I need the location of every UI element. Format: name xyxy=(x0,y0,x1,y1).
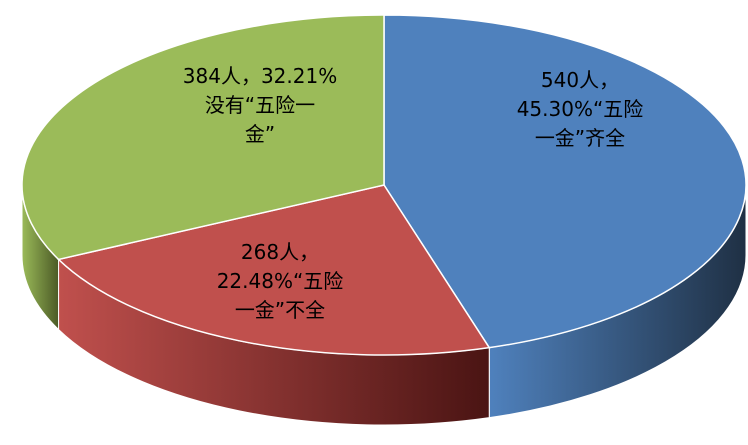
slice-label-meiyou-line-2: 没有“五险一 xyxy=(204,93,316,117)
slice-label-buquan-line-2: 22.48%“五险 xyxy=(216,269,344,293)
slice-label-buquan-line-3: 一金”不全 xyxy=(234,298,326,322)
slice-label-buquan-line-1: 268人， xyxy=(240,240,320,264)
slice-label-meiyou: 384人，32.21% 没有“五险一 金” xyxy=(170,62,350,149)
slice-label-meiyou-line-1: 384人，32.21% xyxy=(182,64,338,88)
slice-label-qiquan: 540人， 45.30%“五险 一金”齐全 xyxy=(500,66,660,153)
slice-label-qiquan-line-1: 540人， xyxy=(540,68,620,92)
pie-slice-buquan xyxy=(57,184,491,356)
slice-label-qiquan-line-3: 一金”齐全 xyxy=(534,126,626,150)
slice-label-buquan: 268人， 22.48%“五险 一金”不全 xyxy=(200,238,360,325)
slice-label-meiyou-line-3: 金” xyxy=(244,122,276,146)
slice-label-qiquan-line-2: 45.30%“五险 xyxy=(516,97,644,121)
pie-top-layer xyxy=(21,14,747,356)
pie-slice-meiyou xyxy=(21,14,385,261)
pie-slice-qiquan xyxy=(383,14,747,349)
